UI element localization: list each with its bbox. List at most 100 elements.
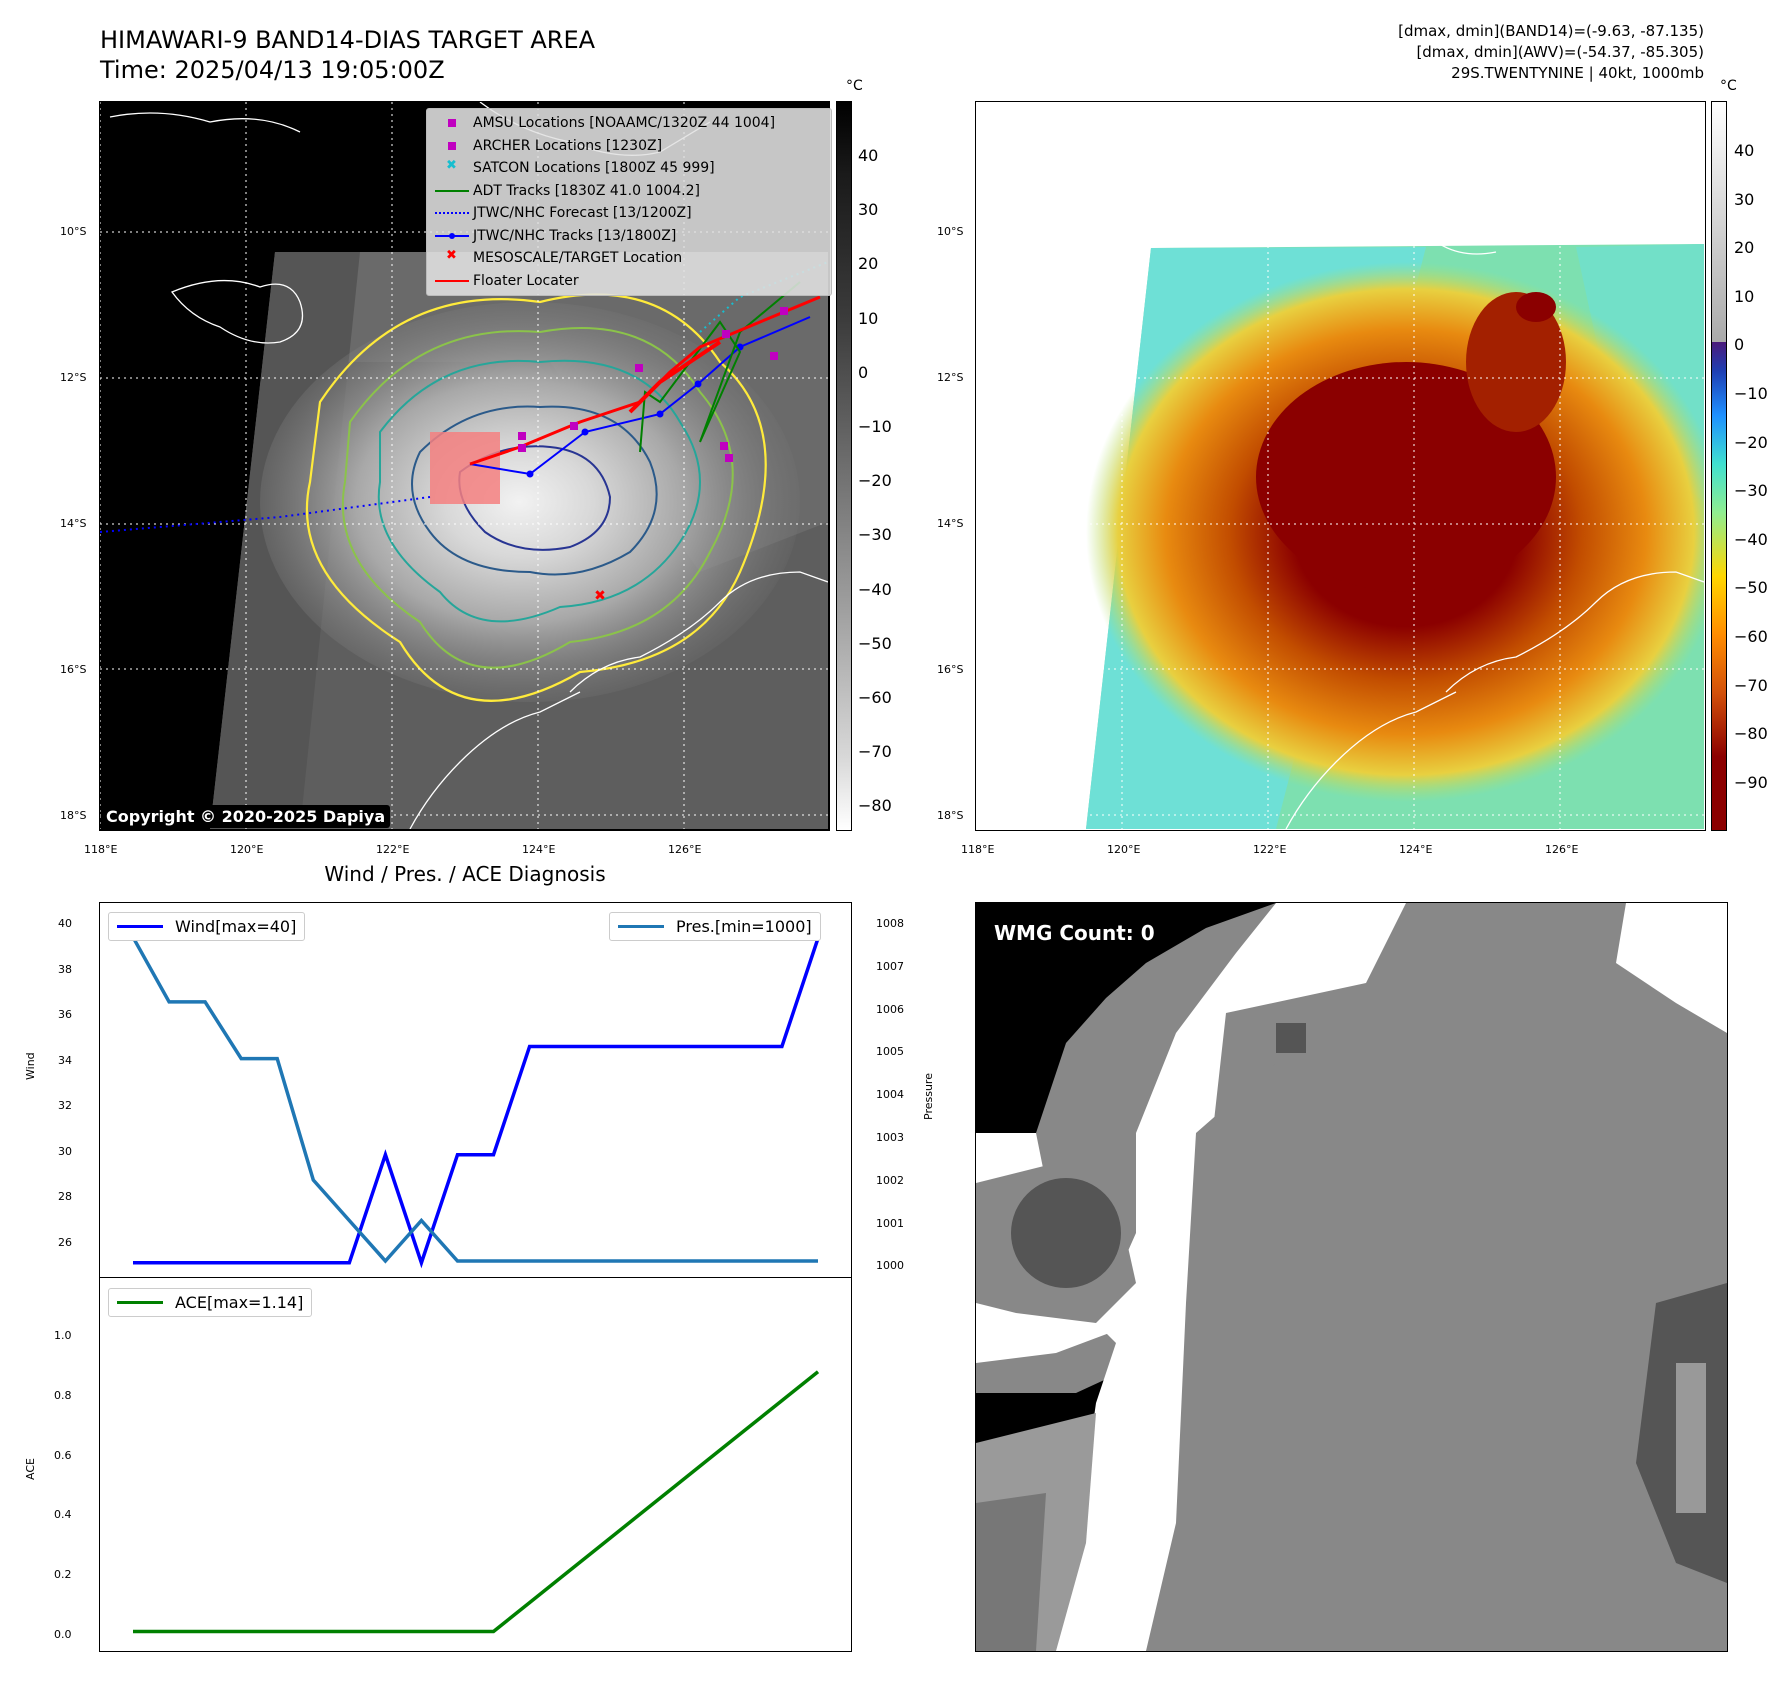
colorbar-tick-label: 40 xyxy=(1734,141,1755,160)
colorbar-tick-label: 0 xyxy=(858,362,869,382)
colorbar-tick-label: −60 xyxy=(1734,627,1768,646)
ace-tick-label: 0.8 xyxy=(54,1388,72,1402)
colorbar-tick-label: 20 xyxy=(1734,238,1755,258)
pressure-tick-label: 1000 xyxy=(876,1259,904,1273)
legend-item: JTWC/NHC Forecast [13/1200Z] xyxy=(431,202,827,225)
colorbar-tick-label: −30 xyxy=(1734,481,1768,501)
colorbar-tick-label: −10 xyxy=(858,417,892,436)
wind-tick-label: 30 xyxy=(58,1144,72,1158)
map-legend: AMSU Locations [NOAAMC/1320Z 44 1004] ARC… xyxy=(426,108,832,296)
wind-axis-label: Wind xyxy=(24,1052,37,1080)
lon-tick-label: 118°E xyxy=(84,843,118,856)
colorbar-tick-label: −70 xyxy=(858,742,892,762)
colorbar-tick-label: −10 xyxy=(1734,384,1768,403)
wind-tick-label: 26 xyxy=(58,1235,72,1249)
legend-item: JTWC/NHC Tracks [13/1800Z] xyxy=(431,225,827,248)
wind-tick-label: 36 xyxy=(58,1008,72,1021)
legend-item: ARCHER Locations [1230Z] xyxy=(431,135,827,158)
wind-legend: Wind[max=40] xyxy=(108,912,306,941)
pressure-axis-label: Pressure xyxy=(922,1073,935,1120)
legend-label: AMSU Locations [NOAAMC/1320Z 44 1004] xyxy=(473,115,776,132)
legend-label: MESOSCALE/TARGET Location xyxy=(473,250,683,267)
wmg-panel xyxy=(975,902,1728,1652)
legend-item: ADT Tracks [1830Z 41.0 1004.2] xyxy=(431,180,827,203)
ace-tick-label: 0.6 xyxy=(54,1448,72,1462)
lat-tick-label: 10°S xyxy=(937,225,964,238)
colorbar-tick-label: −60 xyxy=(858,688,892,707)
colorbar-tick-label: −30 xyxy=(858,525,892,545)
wind-tick-label: 34 xyxy=(58,1053,72,1067)
colorbar-tick-label: 30 xyxy=(858,200,879,220)
x-marker-icon: ✖ xyxy=(446,248,457,264)
pressure-tick-label: 1001 xyxy=(876,1216,904,1230)
lon-tick-label: 120°E xyxy=(230,843,264,856)
ace-plot xyxy=(99,1277,852,1652)
colorbar-tick-label: −40 xyxy=(1734,529,1768,549)
lat-tick-label: 16°S xyxy=(937,663,964,676)
linedot-marker-icon xyxy=(431,229,473,243)
ace-series-line xyxy=(133,1370,820,1634)
legend-item: ✖ SATCON Locations [1800Z 45 999] xyxy=(431,157,827,180)
legend-label: SATCON Locations [1800Z 45 999] xyxy=(473,160,715,177)
wind-tick-label: 32 xyxy=(58,1099,72,1112)
map-time: Time: 2025/04/13 19:05:00Z xyxy=(100,56,445,84)
wind-tick-label: 28 xyxy=(58,1190,72,1203)
storm-info: 29S.TWENTYNINE | 40kt, 1000mb xyxy=(1451,64,1704,82)
line-marker-icon xyxy=(431,184,473,198)
ace-tick-label: 1.0 xyxy=(54,1329,72,1342)
colorbar-tick-label: −80 xyxy=(1734,724,1768,744)
legend-item: ✖ MESOSCALE/TARGET Location xyxy=(431,247,827,270)
legend-label: JTWC/NHC Tracks [13/1800Z] xyxy=(473,227,677,244)
lat-tick-label: 12°S xyxy=(60,371,87,384)
ace-legend: ACE[max=1.14] xyxy=(108,1288,313,1317)
colorbar-tick-label: −90 xyxy=(1734,772,1768,792)
colorbar-tick-label: 30 xyxy=(1734,189,1755,209)
legend-label: Floater Locater xyxy=(473,272,579,289)
stat-awv: [dmax, dmin](AWV)=(-54.37, -85.305) xyxy=(1416,43,1704,61)
line-marker-icon xyxy=(431,274,473,288)
pressure-tick-label: 1002 xyxy=(876,1173,904,1187)
lat-tick-label: 14°S xyxy=(60,517,87,530)
lon-tick-label: 122°E xyxy=(1253,843,1287,856)
map-title: HIMAWARI-9 BAND14-DIAS TARGET AREA xyxy=(100,26,596,54)
left-colorbar xyxy=(836,101,852,831)
pressure-tick-label: 1006 xyxy=(876,1002,904,1016)
lon-tick-label: 126°E xyxy=(1545,843,1579,856)
diagnosis-title: Wind / Pres. / ACE Diagnosis xyxy=(324,862,606,886)
pressure-tick-label: 1004 xyxy=(876,1088,904,1102)
dotted-marker-icon xyxy=(431,206,473,220)
lat-tick-label: 12°S xyxy=(937,371,964,384)
awv-map-panel xyxy=(975,101,1706,831)
legend-label: ADT Tracks [1830Z 41.0 1004.2] xyxy=(473,182,700,199)
ace-tick-label: 0.4 xyxy=(54,1508,72,1522)
colorbar-tick-label: 20 xyxy=(858,254,879,274)
lon-tick-label: 120°E xyxy=(1107,843,1141,856)
lat-tick-label: 18°S xyxy=(937,809,964,822)
colorbar-tick-label: −20 xyxy=(1734,432,1768,452)
colorbar-tick-label: −80 xyxy=(858,796,892,816)
pressure-tick-label: 1003 xyxy=(876,1131,904,1144)
colorbar-tick-label: 10 xyxy=(858,308,879,328)
copyright-badge: Copyright © 2020-2025 Dapiya xyxy=(101,805,391,828)
colorbar-tick-label: 40 xyxy=(858,146,879,165)
lon-tick-label: 126°E xyxy=(668,843,702,856)
lon-tick-label: 124°E xyxy=(522,843,556,856)
square-marker-icon xyxy=(431,139,473,153)
legend-item: AMSU Locations [NOAAMC/1320Z 44 1004] xyxy=(431,112,827,135)
pressure-series-line xyxy=(131,936,818,1264)
stat-band14: [dmax, dmin](BAND14)=(-9.63, -87.135) xyxy=(1398,22,1704,40)
colorbar-tick-label: −20 xyxy=(858,471,892,491)
legend-label: JTWC/NHC Forecast [13/1200Z] xyxy=(473,205,692,222)
legend-item: Floater Locater xyxy=(431,270,827,293)
pressure-tick-label: 1008 xyxy=(876,917,904,930)
lat-tick-label: 18°S xyxy=(60,809,87,822)
wind-series-line xyxy=(133,937,820,1269)
square-marker-icon xyxy=(431,116,473,130)
colorbar-tick-label: 0 xyxy=(1734,335,1745,355)
colorbar-tick-label: −50 xyxy=(1734,578,1768,598)
colorbar-tick-label: −50 xyxy=(858,633,892,653)
lat-tick-label: 16°S xyxy=(60,663,87,676)
pressure-tick-label: 1005 xyxy=(876,1045,904,1059)
ace-axis-label: ACE xyxy=(24,1458,37,1480)
lat-tick-label: 10°S xyxy=(60,225,87,238)
